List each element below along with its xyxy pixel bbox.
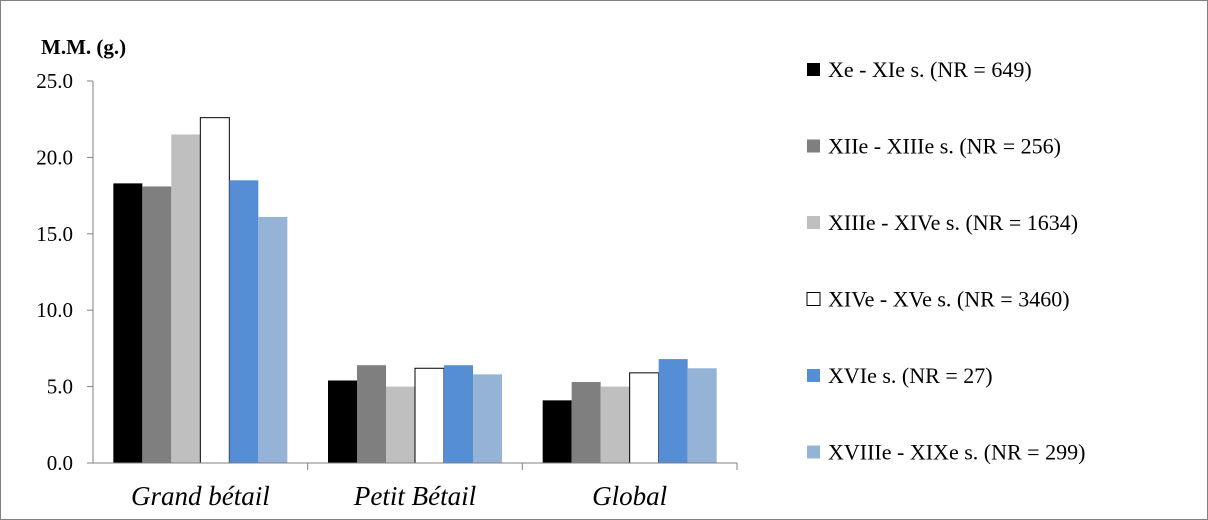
bar xyxy=(687,368,717,463)
legend-swatch xyxy=(807,369,820,382)
legend-entry: XVIIIe - XIXe s. (NR = 299) xyxy=(828,440,1085,465)
bar xyxy=(473,374,502,463)
y-tick-label: 20.0 xyxy=(36,145,73,169)
bar xyxy=(600,386,630,463)
legend-swatch xyxy=(806,292,821,306)
bar xyxy=(542,400,572,463)
legend-entry: XIIIe - XIVe s. (NR = 1634) xyxy=(828,210,1078,235)
legend-swatch xyxy=(807,216,820,229)
bar xyxy=(113,183,143,463)
y-tick-label: 25.0 xyxy=(36,69,73,93)
legend-entry: XVIe s. (NR = 27) xyxy=(828,363,993,388)
bar xyxy=(328,380,357,463)
bar xyxy=(199,117,230,464)
y-tick-label: 10.0 xyxy=(36,298,73,322)
y-axis-title: M.M. (g.) xyxy=(41,35,126,59)
legend-swatch xyxy=(807,445,820,459)
y-tick-label: 5.0 xyxy=(47,375,73,399)
bars xyxy=(113,117,717,464)
legend-entry: XIIe - XIIIe s. (NR = 256) xyxy=(828,134,1061,159)
legend-swatch xyxy=(807,139,820,153)
bar xyxy=(258,216,288,463)
legend-entry: XIVe - XVe s. (NR = 3460) xyxy=(828,287,1070,312)
bar xyxy=(414,367,445,464)
x-category-label: Petit Bétail xyxy=(353,481,476,511)
y-axis-ticks: 0.0 5.0 10.0 15.0 20.0 25.0 xyxy=(36,69,93,475)
axes xyxy=(92,81,738,470)
legend-swatch xyxy=(807,63,820,76)
bar xyxy=(171,134,201,464)
bar xyxy=(229,180,259,463)
bar xyxy=(357,365,386,463)
y-tick-label: 15.0 xyxy=(36,222,73,246)
y-tick-label: 0.0 xyxy=(47,451,73,475)
x-category-label: Grand bétail xyxy=(131,481,270,511)
legend-entry: Xe - XIe s. (NR = 649) xyxy=(828,57,1032,82)
bar xyxy=(444,365,473,463)
x-category-label: Global xyxy=(592,481,667,511)
bar xyxy=(658,359,688,463)
bar xyxy=(629,372,660,464)
bar xyxy=(142,186,172,463)
bar xyxy=(571,382,601,463)
category-labels: Grand bétail Petit Bétail Global xyxy=(131,481,667,511)
bar xyxy=(386,386,415,463)
legend: Xe - XIe s. (NR = 649) XIIe - XIIIe s. (N… xyxy=(806,57,1085,465)
